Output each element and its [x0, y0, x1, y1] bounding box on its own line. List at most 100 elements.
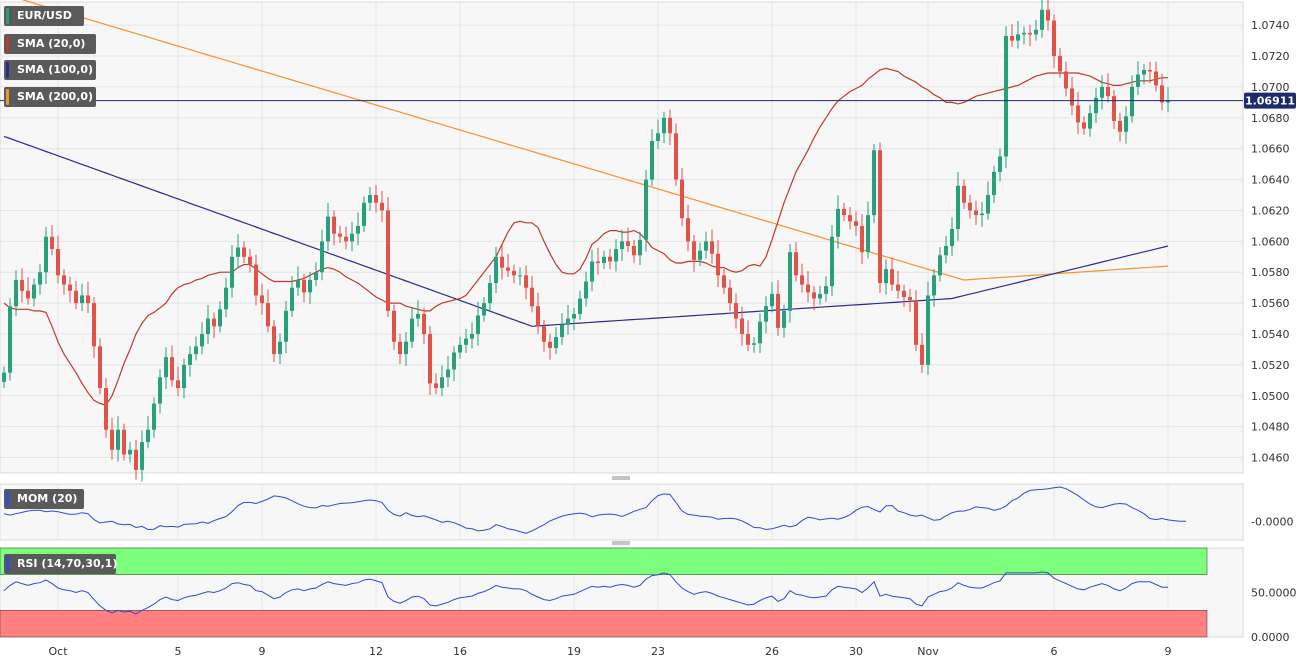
candle-body-193 [1160, 85, 1164, 103]
x-tick-label-4: 16 [453, 645, 467, 658]
candle-body-119 [716, 253, 720, 276]
candle-body-56 [338, 233, 342, 237]
candle-body-43 [260, 295, 264, 304]
candle-body-161 [968, 202, 972, 211]
candle-body-2 [14, 279, 18, 307]
candle-body-91 [548, 341, 552, 348]
candle-body-26 [158, 377, 162, 404]
candle-body-117 [704, 241, 708, 251]
x-tick-label-8: 30 [849, 645, 863, 658]
candle-body-35 [212, 318, 216, 327]
legend-rsi-text: RSI (14,70,30,1) [17, 557, 118, 570]
legend-sma100-text: SMA (100,0) [17, 63, 94, 76]
candle-body-152 [914, 300, 918, 345]
candle-body-92 [554, 337, 558, 348]
legend-sma200-text: SMA (200,0) [17, 90, 94, 103]
y-tick-label-11: 1.0680 [1251, 112, 1290, 125]
candle-body-28 [170, 357, 174, 381]
candle-body-68 [410, 318, 414, 342]
y-tick-label-1: 1.0480 [1251, 421, 1290, 434]
candle-body-156 [938, 255, 942, 276]
y-tick-label-13: 1.0720 [1251, 50, 1290, 63]
candle-body-1 [8, 306, 12, 373]
candle-body-98 [590, 261, 594, 282]
candle-body-80 [482, 303, 486, 316]
sma200-swatch [6, 89, 9, 105]
candle-body-171 [1028, 32, 1032, 35]
x-tick-label-6: 23 [651, 645, 665, 658]
legend-sma20-text: SMA (20,0) [17, 37, 86, 50]
candle-body-174 [1046, 9, 1050, 21]
x-tick-label-2: 9 [259, 645, 266, 658]
sma100-swatch [6, 62, 9, 78]
candle-body-49 [296, 279, 300, 288]
candle-body-141 [848, 215, 852, 222]
candle-body-148 [890, 269, 894, 285]
rsi-oversold-zone [0, 610, 1208, 638]
candle-body-65 [392, 310, 396, 342]
legend-sma20[interactable]: SMA (20,0) [4, 34, 96, 54]
candle-body-108 [650, 140, 654, 180]
candle-body-157 [944, 245, 948, 256]
legend-sma100[interactable]: SMA (100,0) [4, 60, 96, 80]
candle-body-150 [902, 290, 906, 297]
sma200-line [21, 0, 1169, 281]
rsi-line [3, 571, 1168, 615]
candle-body-120 [722, 275, 726, 288]
candle-body-24 [146, 429, 150, 443]
candle-body-167 [1004, 35, 1008, 157]
legend-rsi[interactable]: RSI (14,70,30,1) [4, 554, 118, 574]
mom-tick-label-0: -0.0000 [1251, 515, 1293, 528]
candle-body-47 [284, 310, 288, 342]
candle-body-3 [20, 279, 24, 291]
candle-body-48 [290, 287, 294, 311]
candle-body-153 [920, 344, 924, 365]
candle-body-142 [854, 221, 858, 226]
candle-body-127 [764, 306, 768, 322]
x-tick-label-1: 5 [175, 645, 182, 658]
candle-body-7 [44, 236, 48, 273]
candle-body-112 [674, 133, 678, 180]
legend-sma200[interactable]: SMA (200,0) [4, 87, 96, 107]
candle-body-113 [680, 179, 684, 219]
candle-body-50 [302, 279, 306, 293]
candle-body-177 [1064, 71, 1068, 89]
candle-body-175 [1052, 20, 1056, 57]
candle-body-81 [488, 283, 492, 304]
candle-body-74 [446, 369, 450, 378]
symbol-text: EUR/USD [17, 9, 72, 22]
candle-body-173 [1040, 9, 1044, 30]
candle-body-169 [1016, 34, 1020, 41]
y-tick-label-2: 1.0500 [1251, 390, 1290, 403]
candle-body-62 [374, 195, 378, 203]
last-price-tag [1244, 92, 1296, 109]
candle-body-19 [116, 429, 120, 450]
candle-body-146 [878, 150, 882, 284]
candle-body-39 [236, 247, 240, 257]
y-tick-label-4: 1.0540 [1251, 328, 1290, 341]
x-tick-label-11: 9 [1165, 645, 1172, 658]
candle-body-134 [806, 284, 810, 293]
candle-body-83 [500, 256, 504, 268]
symbol-label[interactable]: EUR/USD [4, 6, 84, 26]
legend-mom[interactable]: MOM (20) [4, 489, 84, 509]
candle-body-52 [314, 272, 318, 280]
candle-body-21 [128, 449, 132, 455]
candle-body-32 [194, 346, 198, 355]
candle-body-166 [998, 156, 1002, 172]
candle-body-180 [1082, 122, 1086, 129]
candle-body-70 [422, 313, 426, 335]
candle-body-168 [1010, 35, 1014, 41]
candle-body-188 [1130, 86, 1134, 117]
candle-body-131 [788, 252, 792, 311]
candle-body-184 [1106, 86, 1110, 97]
candle-body-136 [818, 293, 822, 299]
candle-body-114 [686, 218, 690, 242]
candle-body-137 [824, 286, 828, 294]
candle-body-149 [896, 284, 900, 291]
candle-body-128 [770, 293, 774, 307]
x-tick-label-7: 26 [765, 645, 779, 658]
candle-body-64 [386, 210, 390, 311]
candle-body-130 [782, 310, 786, 328]
x-tick-label-0: Oct [48, 645, 68, 658]
